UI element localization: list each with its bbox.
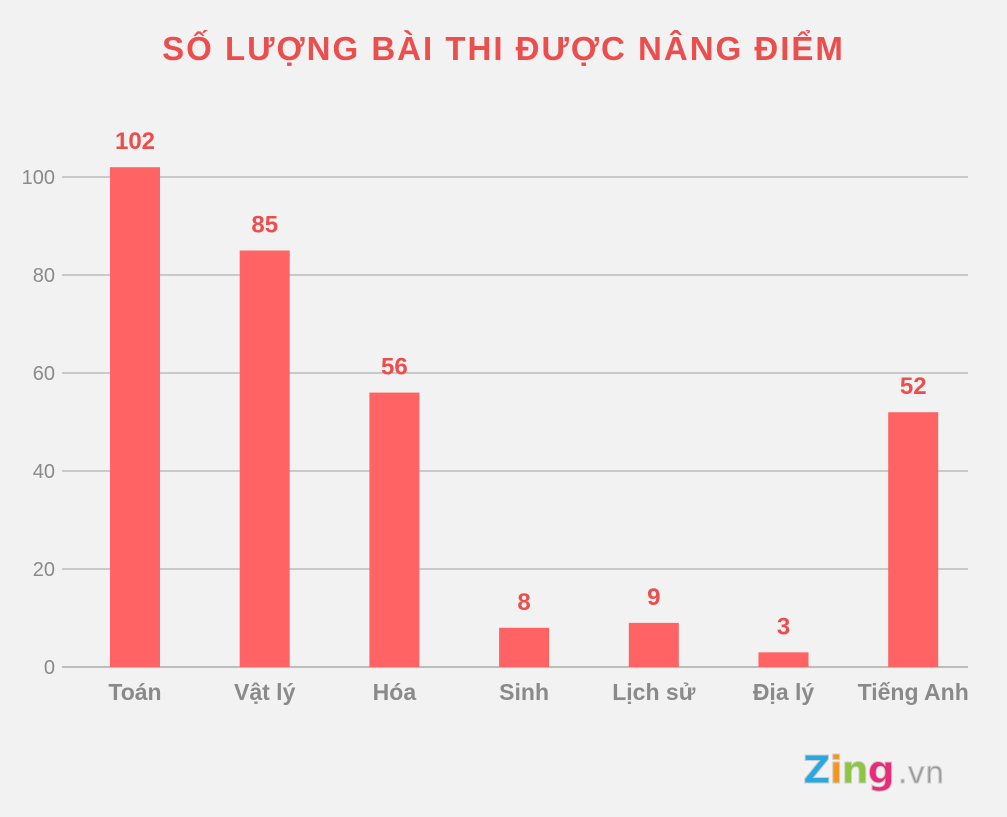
y-tick-label: 60	[33, 363, 55, 385]
y-tick-label: 80	[33, 265, 55, 287]
data-label: 52	[900, 373, 927, 400]
data-label: 102	[115, 128, 155, 155]
y-tick-label: 0	[44, 657, 55, 679]
y-tick-label: 20	[33, 559, 55, 581]
x-tick-label: Lịch sử	[612, 679, 695, 705]
x-tick-label: Địa lý	[753, 679, 815, 705]
bar	[628, 622, 679, 667]
logo-letter: i	[829, 748, 843, 793]
x-tick-label: Sinh	[499, 679, 549, 705]
bar	[110, 167, 160, 667]
bar	[239, 250, 290, 667]
bar	[888, 412, 939, 667]
x-tick-label: Hóa	[373, 679, 417, 705]
data-label: 9	[647, 584, 660, 611]
logo-letter: n	[841, 748, 869, 793]
zing-logo: Zing .vn	[803, 748, 945, 793]
bar	[369, 392, 420, 667]
x-tick-label: Toán	[108, 679, 161, 705]
data-label: 8	[517, 589, 530, 616]
data-label: 3	[777, 613, 790, 640]
bar	[499, 627, 550, 667]
chart-title: SỐ LƯỢNG BÀI THI ĐƯỢC NÂNG ĐIỂM	[162, 30, 845, 67]
y-tick-label: 100	[22, 167, 55, 189]
y-tick-label: 40	[33, 461, 55, 483]
logo-letter: Z	[803, 748, 832, 793]
x-tick-label: Tiếng Anh	[858, 679, 969, 705]
data-label: 56	[381, 354, 408, 381]
x-tick-label: Vật lý	[234, 679, 296, 705]
logo-letter: g	[867, 748, 895, 793]
data-label: 85	[251, 212, 278, 239]
bar	[758, 652, 809, 667]
